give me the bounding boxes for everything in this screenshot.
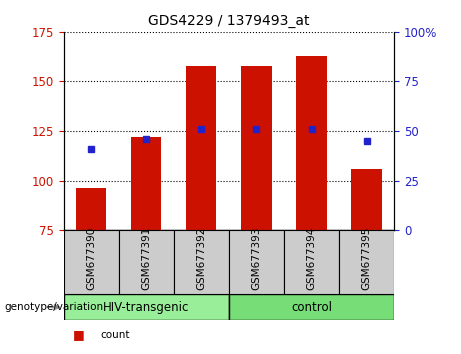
Bar <box>241 65 272 230</box>
Bar <box>64 230 118 294</box>
Text: GSM677393: GSM677393 <box>251 227 261 291</box>
Bar <box>229 294 394 320</box>
Text: ■: ■ <box>73 328 84 341</box>
Bar <box>284 230 339 294</box>
Bar <box>118 230 174 294</box>
Text: control: control <box>291 301 332 314</box>
Bar <box>131 137 161 230</box>
Bar <box>174 230 229 294</box>
Text: GSM677391: GSM677391 <box>141 227 151 291</box>
Bar <box>351 169 382 230</box>
Text: ■: ■ <box>73 353 84 354</box>
Text: HIV-transgenic: HIV-transgenic <box>103 301 189 314</box>
Title: GDS4229 / 1379493_at: GDS4229 / 1379493_at <box>148 14 310 28</box>
Bar <box>296 56 327 230</box>
Bar <box>186 65 217 230</box>
Bar <box>229 230 284 294</box>
Text: GSM677392: GSM677392 <box>196 227 207 291</box>
Text: genotype/variation: genotype/variation <box>5 302 104 312</box>
Text: GSM677395: GSM677395 <box>361 227 372 291</box>
Bar <box>339 230 394 294</box>
Text: GSM677394: GSM677394 <box>307 227 317 291</box>
Bar <box>64 294 229 320</box>
Text: GSM677390: GSM677390 <box>86 227 96 290</box>
Text: count: count <box>100 330 130 339</box>
Bar <box>76 188 106 230</box>
